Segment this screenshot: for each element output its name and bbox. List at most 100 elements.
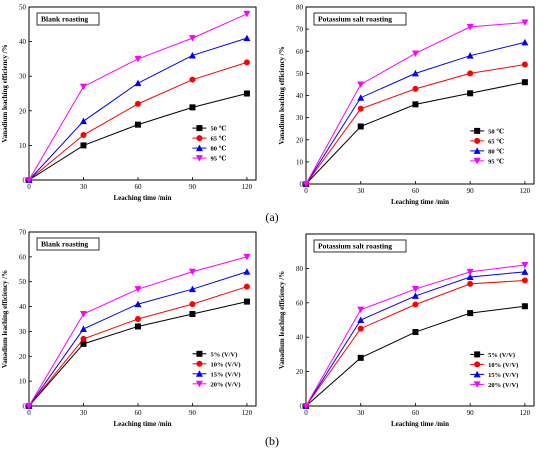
x-tick-label: 120 [242,183,253,191]
legend-label: 50 ℃ [210,125,226,133]
chart-panel-1: 0 30 60 90 120 0 10 20 30 40 50 Leaching time /min V… [1,4,257,202]
x-tick-label: 120 [520,409,531,417]
data-point [357,325,364,332]
x-tick-label: 30 [357,187,365,195]
data-point [357,81,365,88]
legend-marker [474,351,481,358]
legend-marker [473,147,481,154]
x-tick-label: 90 [189,409,197,417]
y-tick-label: 50 [19,4,27,12]
data-point [466,52,474,59]
panel-title: Blank roasting [41,240,88,249]
data-point [243,298,250,305]
data-point [79,117,87,125]
data-point [188,51,196,59]
data-point [521,261,529,269]
data-point [134,100,141,107]
data-point [521,19,529,26]
data-point [80,335,87,342]
y-tick-label: 0 [23,177,27,185]
legend-label: 15% (V/V) [210,371,240,378]
legend-label: 80 ℃ [210,145,226,153]
legend-marker [195,144,203,152]
data-point [243,10,251,18]
panel-title-box [36,12,100,26]
data-point [80,132,87,139]
chart-panel-3: 0 30 60 90 120 0 10 20 30 40 50 60 70 Leaching time /… [1,229,257,428]
data-point [243,283,250,290]
legend-marker [196,135,203,142]
legend-label: 15% (V/V) [488,372,518,379]
x-axis-title: Leaching time /min [114,194,172,202]
legend-marker [196,125,203,132]
y-tick-label: 40 [19,303,27,311]
sublabel-b: (b) [265,434,279,448]
data-point [243,268,251,275]
y-tick-label: 70 [19,229,27,237]
data-point [302,403,310,410]
y-tick-label: 50 [19,278,27,286]
y-tick-label: 20 [296,136,304,144]
chart-panel-2: 0 30 60 90 120 0 10 20 30 40 50 60 70 80 Leaching time… [278,4,535,206]
legend-label: 65 ℃ [488,137,504,145]
y-tick-label: 80 [296,4,304,12]
panel-title-box [36,237,100,251]
data-point [80,142,87,149]
y-tick-label: 0 [300,181,304,189]
legend-marker [474,361,481,368]
data-point [466,273,474,280]
x-tick-label: 60 [134,409,142,417]
data-point [466,268,474,276]
data-point [411,286,419,293]
plot-frame [28,231,257,407]
data-point [25,403,33,410]
x-tick-label: 0 [27,409,31,417]
legend-label: 20% (V/V) [210,381,240,388]
data-point [521,61,528,68]
data-point [411,292,419,299]
data-point [357,316,365,323]
data-point [412,301,419,308]
data-point [134,316,141,322]
x-tick-label: 0 [304,409,308,417]
legend-marker [473,381,481,388]
data-point [411,50,419,57]
legend-label: 20% (V/V) [488,382,518,389]
x-axis-title: Leaching time /min [391,420,449,428]
y-tick-label: 80 [296,265,304,273]
data-point [521,277,528,284]
legend-marker [196,360,203,367]
x-tick-label: 60 [412,409,420,417]
data-point [521,268,529,275]
legend-label: 95 ℃ [488,157,504,165]
panel-title-box [313,12,407,26]
y-tick-label: 0 [300,403,304,411]
legend-label: 5% (V/V) [488,352,515,359]
y-tick-label: 30 [19,73,27,81]
panel-title: Potassium salt roasting [318,242,392,251]
x-tick-label: 30 [80,409,88,417]
y-tick-label: 10 [296,158,304,166]
y-tick-label: 30 [296,114,304,122]
legend-label: 80 ℃ [488,147,504,155]
data-point [80,340,87,347]
legend-marker [474,127,481,134]
data-point [411,69,419,77]
data-point [189,104,196,111]
data-point [357,105,364,112]
data-point [188,285,196,293]
legend-marker [474,137,481,144]
data-point [79,311,87,318]
x-tick-label: 90 [467,187,475,195]
panel-title: Blank roasting [41,15,88,24]
legend-label: 5% (V/V) [210,351,237,358]
x-tick-label: 60 [412,187,420,195]
data-point [412,85,419,92]
y-tick-label: 50 [296,70,304,78]
data-point [134,286,142,293]
x-tick-label: 30 [357,409,365,417]
y-tick-label: 70 [296,26,304,34]
data-point [357,354,364,361]
data-point [79,83,87,91]
